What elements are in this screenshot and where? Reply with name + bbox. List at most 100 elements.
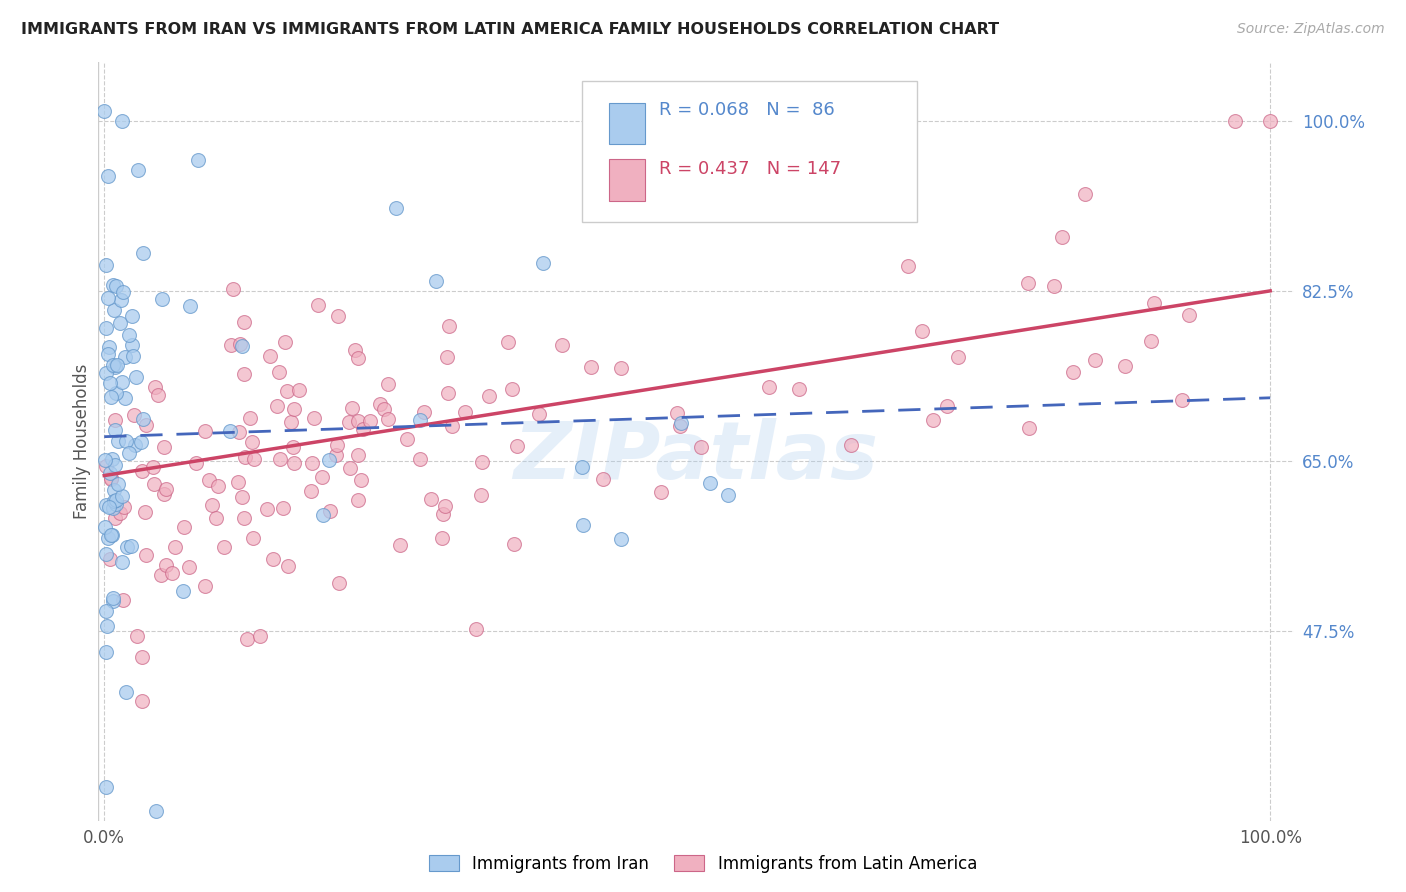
Point <box>368 397 391 411</box>
Point <box>108 316 131 330</box>
Point <box>122 408 145 422</box>
Point <box>104 511 127 525</box>
Point <box>104 497 127 511</box>
Point <box>269 451 291 466</box>
Point <box>97 531 120 545</box>
Point <box>104 493 127 508</box>
Point <box>98 466 121 480</box>
Text: Source: ZipAtlas.com: Source: ZipAtlas.com <box>1237 22 1385 37</box>
Point <box>312 508 335 523</box>
Point <box>114 350 136 364</box>
Point <box>118 327 141 342</box>
Point <box>266 399 288 413</box>
Point <box>142 459 165 474</box>
Point <box>122 349 145 363</box>
Point <box>413 405 436 419</box>
Point <box>717 488 740 502</box>
Point <box>114 685 136 699</box>
Point <box>104 458 127 472</box>
Point <box>108 506 131 520</box>
Point <box>579 360 602 375</box>
Point <box>347 493 370 508</box>
Point <box>326 309 349 323</box>
Point <box>259 350 281 364</box>
Point <box>373 402 395 417</box>
Point <box>131 649 153 664</box>
Point <box>219 424 242 438</box>
Point <box>150 292 173 306</box>
Point <box>243 451 266 466</box>
Point <box>94 258 117 272</box>
Point <box>343 343 366 358</box>
Point <box>107 434 129 448</box>
Point <box>758 380 780 394</box>
Point <box>347 414 370 428</box>
Point <box>100 528 122 542</box>
Point <box>668 418 690 433</box>
Point <box>104 423 127 437</box>
Point <box>1225 113 1247 128</box>
Point <box>231 338 253 352</box>
Point <box>299 483 322 498</box>
Point <box>101 527 124 541</box>
Point <box>96 458 118 473</box>
FancyBboxPatch shape <box>582 81 917 222</box>
Point <box>150 567 173 582</box>
Text: ZIPatlas: ZIPatlas <box>513 417 879 496</box>
Point <box>527 407 550 421</box>
Point <box>103 483 125 497</box>
Point <box>283 456 305 470</box>
Point <box>132 246 155 260</box>
Point <box>115 540 138 554</box>
Point <box>135 418 157 433</box>
Point <box>94 780 117 795</box>
Point <box>131 694 153 708</box>
Point <box>389 538 412 552</box>
Text: R = 0.437   N = 147: R = 0.437 N = 147 <box>659 160 841 178</box>
Point <box>100 552 122 566</box>
Point <box>337 416 360 430</box>
Point <box>359 414 381 428</box>
Point <box>787 383 810 397</box>
Point <box>425 275 447 289</box>
Point <box>650 485 672 500</box>
Point <box>1143 296 1166 310</box>
Point <box>121 309 143 323</box>
Point <box>498 334 520 349</box>
Point <box>97 340 120 354</box>
Point <box>911 324 934 338</box>
Point <box>101 358 124 372</box>
Point <box>228 337 250 351</box>
Point <box>922 413 945 427</box>
Point <box>103 493 125 508</box>
Point <box>127 629 149 643</box>
Point <box>96 498 118 512</box>
Point <box>610 532 633 546</box>
Point <box>115 434 138 449</box>
Point <box>111 489 134 503</box>
Point <box>228 425 250 439</box>
Point <box>236 632 259 646</box>
Point <box>194 424 217 438</box>
Point <box>436 351 458 365</box>
Point <box>550 338 572 352</box>
Y-axis label: Family Households: Family Households <box>73 364 91 519</box>
Point <box>114 392 136 406</box>
Point <box>897 259 920 273</box>
Point <box>436 386 458 401</box>
Point <box>132 412 155 426</box>
Point <box>232 315 254 329</box>
Point <box>186 153 208 167</box>
Point <box>434 499 457 513</box>
Point <box>470 488 492 502</box>
Point <box>160 566 183 580</box>
Point <box>249 629 271 643</box>
Point <box>101 501 124 516</box>
FancyBboxPatch shape <box>609 103 644 145</box>
Point <box>506 439 529 453</box>
Point <box>94 520 117 534</box>
Point <box>501 382 523 396</box>
Point <box>198 473 221 487</box>
Point <box>240 435 263 450</box>
Point <box>1258 113 1281 128</box>
